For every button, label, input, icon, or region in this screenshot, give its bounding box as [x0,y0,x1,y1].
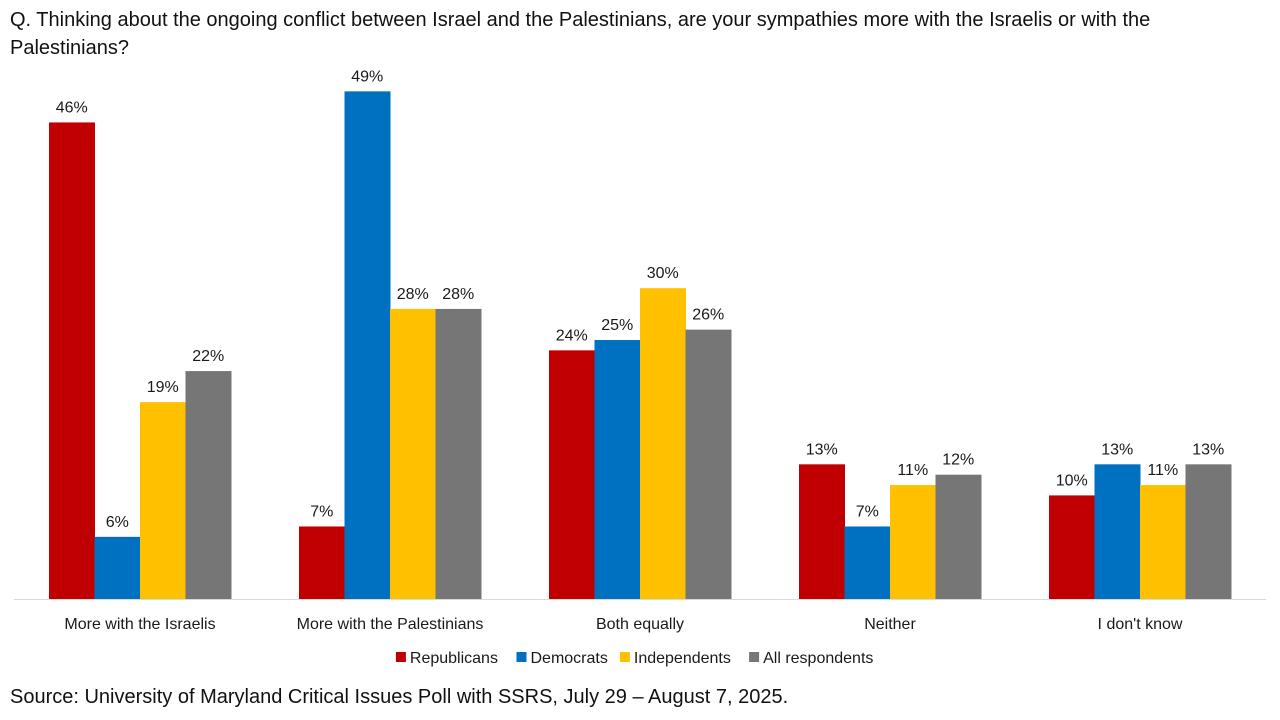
bar-independents-2 [640,288,686,599]
data-label: 30% [647,265,679,282]
source-note: Source: University of Maryland Critical … [10,686,789,708]
bar-republicans-0 [49,122,95,599]
bar-independents-3 [890,485,936,599]
data-label: 28% [397,286,429,303]
data-label: 13% [1101,441,1133,458]
legend-swatch-independents [619,652,630,662]
legend-label: Democrats [531,650,608,667]
data-label: 10% [1056,472,1088,489]
data-label: 11% [1147,462,1178,479]
data-label: 13% [806,441,838,458]
x-tick-label: Both equally [596,616,684,633]
legend-label: Independents [634,650,731,667]
legend-swatch-all-respondents [749,652,760,662]
bar-republicans-2 [549,350,595,599]
data-labels-layer: 46% 6% 19% 22% 7% 49% 28% 28% 24% 25% 30% 26% 13% 7% 1… [56,68,1225,530]
bar-all-respondents-0 [185,371,232,599]
x-tick-label: More with the Palestinians [297,616,484,633]
data-label: 11% [897,462,928,479]
bar-all-respondents-4 [1185,464,1232,599]
bar-republicans-1 [299,526,345,599]
bar-democrats-1 [344,91,391,600]
legend: Republicans Democrats Independents All resp… [395,650,873,667]
bar-republicans-4 [1049,495,1095,599]
data-label: 6% [106,514,129,531]
data-label: 7% [310,503,333,520]
bar-independents-1 [390,308,436,599]
legend-swatch-republicans [395,652,406,662]
legend-label: Republicans [410,650,498,667]
x-tick-label: Neither [864,616,916,633]
data-label: 7% [856,503,879,520]
bar-all-respondents-2 [685,329,732,599]
legend-swatch-democrats [516,652,527,662]
data-label: 22% [192,348,224,365]
data-label: 26% [692,307,724,324]
bar-all-respondents-3 [935,474,982,599]
data-label: 12% [942,452,974,469]
bar-republicans-3 [799,464,845,599]
data-label: 25% [601,317,633,334]
data-label: 19% [147,379,179,396]
legend-label: All respondents [763,650,873,667]
x-tick-labels: More with the Israelis More with the Pale… [64,616,1182,633]
data-label: 24% [556,327,588,344]
bar-independents-0 [140,402,186,599]
bar-democrats-0 [94,536,141,599]
data-label: 28% [442,286,474,303]
bars-layer [49,91,1232,600]
x-tick-label: I don't know [1098,616,1183,633]
bar-democrats-2 [594,340,641,599]
data-label: 46% [56,99,88,116]
bar-democrats-3 [844,526,891,599]
data-label: 13% [1192,441,1224,458]
data-label: 49% [351,68,383,85]
chart-title: Q. Thinking about the ongoing conflict b… [10,9,1151,59]
bar-democrats-4 [1094,464,1141,599]
bar-all-respondents-1 [435,308,482,599]
bar-independents-4 [1140,485,1186,599]
x-tick-label: More with the Israelis [64,616,215,633]
